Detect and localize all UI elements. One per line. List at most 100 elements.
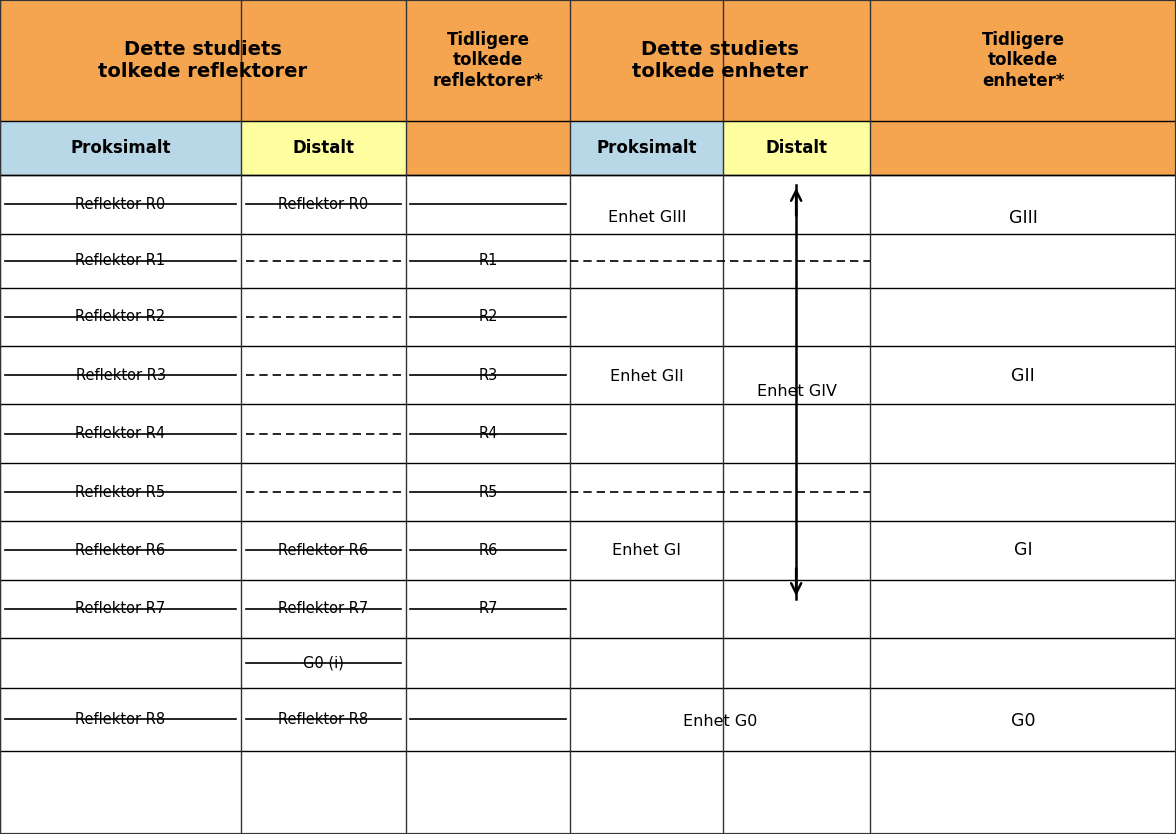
- Bar: [870, 175, 1176, 234]
- Text: Reflektor R8: Reflektor R8: [279, 712, 368, 726]
- Bar: [570, 121, 723, 175]
- Bar: [870, 404, 1176, 463]
- Text: R1: R1: [479, 254, 497, 268]
- Bar: [406, 688, 570, 751]
- Text: Enhet GIII: Enhet GIII: [608, 210, 686, 225]
- Text: G0: G0: [1011, 712, 1035, 731]
- Bar: [406, 346, 570, 404]
- Bar: [870, 0, 1176, 121]
- Bar: [0, 346, 241, 404]
- Bar: [870, 121, 1176, 175]
- Bar: [406, 234, 570, 288]
- Bar: [570, 751, 723, 834]
- Text: Reflektor R7: Reflektor R7: [75, 601, 166, 616]
- Bar: [241, 175, 406, 234]
- Bar: [241, 463, 406, 521]
- Bar: [406, 580, 570, 638]
- Text: Tidligere
tolkede
reflektorer*: Tidligere tolkede reflektorer*: [433, 31, 543, 90]
- Bar: [723, 121, 870, 175]
- Bar: [0, 288, 241, 346]
- Bar: [870, 688, 1176, 751]
- Bar: [723, 346, 870, 404]
- Bar: [723, 288, 870, 346]
- Bar: [241, 404, 406, 463]
- Text: Reflektor R2: Reflektor R2: [75, 309, 166, 324]
- Bar: [406, 404, 570, 463]
- Bar: [570, 0, 870, 121]
- Text: GIII: GIII: [1009, 208, 1037, 227]
- Bar: [870, 580, 1176, 638]
- Bar: [570, 234, 723, 288]
- Bar: [570, 688, 723, 751]
- Bar: [0, 121, 241, 175]
- Bar: [570, 580, 723, 638]
- Text: R4: R4: [479, 426, 497, 441]
- Bar: [723, 404, 870, 463]
- Bar: [406, 175, 570, 234]
- Bar: [570, 638, 723, 688]
- Bar: [870, 638, 1176, 688]
- Bar: [0, 463, 241, 521]
- Bar: [870, 751, 1176, 834]
- Bar: [570, 521, 723, 580]
- Bar: [241, 288, 406, 346]
- Bar: [570, 404, 723, 463]
- Text: R5: R5: [479, 485, 497, 500]
- Bar: [0, 404, 241, 463]
- Bar: [570, 288, 723, 346]
- Text: Dette studiets
tolkede enheter: Dette studiets tolkede enheter: [633, 40, 808, 81]
- Bar: [0, 580, 241, 638]
- Bar: [0, 521, 241, 580]
- Text: Dette studiets
tolkede reflektorer: Dette studiets tolkede reflektorer: [99, 40, 307, 81]
- Text: Reflektor R7: Reflektor R7: [279, 601, 368, 616]
- Bar: [241, 751, 406, 834]
- Text: R7: R7: [479, 601, 497, 616]
- Bar: [241, 521, 406, 580]
- Bar: [723, 175, 870, 234]
- Bar: [406, 463, 570, 521]
- Bar: [723, 638, 870, 688]
- Bar: [723, 688, 870, 751]
- Text: Reflektor R0: Reflektor R0: [279, 197, 368, 212]
- Text: Reflektor R4: Reflektor R4: [75, 426, 166, 441]
- Text: Reflektor R6: Reflektor R6: [75, 543, 166, 558]
- Text: Reflektor R5: Reflektor R5: [75, 485, 166, 500]
- Bar: [406, 638, 570, 688]
- Bar: [570, 346, 723, 404]
- Bar: [0, 638, 241, 688]
- Bar: [406, 521, 570, 580]
- Text: GI: GI: [1014, 541, 1033, 560]
- Bar: [870, 346, 1176, 404]
- Text: Enhet GII: Enhet GII: [610, 369, 683, 384]
- Bar: [870, 463, 1176, 521]
- Text: Reflektor R6: Reflektor R6: [279, 543, 368, 558]
- Text: Reflektor R3: Reflektor R3: [75, 368, 166, 383]
- Bar: [723, 463, 870, 521]
- Text: Enhet G0: Enhet G0: [683, 714, 757, 729]
- Bar: [0, 175, 241, 234]
- Bar: [723, 234, 870, 288]
- Bar: [241, 121, 406, 175]
- Bar: [241, 346, 406, 404]
- Bar: [241, 688, 406, 751]
- Bar: [0, 688, 241, 751]
- Text: Distalt: Distalt: [766, 139, 828, 157]
- Text: R6: R6: [479, 543, 497, 558]
- Text: Proksimalt: Proksimalt: [71, 139, 171, 157]
- Bar: [570, 175, 723, 234]
- Bar: [723, 751, 870, 834]
- Bar: [870, 288, 1176, 346]
- Bar: [406, 288, 570, 346]
- Bar: [0, 751, 241, 834]
- Bar: [406, 0, 570, 121]
- Text: Reflektor R0: Reflektor R0: [75, 197, 166, 212]
- Bar: [723, 580, 870, 638]
- Text: Proksimalt: Proksimalt: [596, 139, 697, 157]
- Bar: [570, 463, 723, 521]
- Text: Reflektor R1: Reflektor R1: [75, 254, 166, 268]
- Text: Tidligere
tolkede
enheter*: Tidligere tolkede enheter*: [982, 31, 1064, 90]
- Bar: [870, 234, 1176, 288]
- Bar: [241, 234, 406, 288]
- Bar: [0, 234, 241, 288]
- Bar: [723, 521, 870, 580]
